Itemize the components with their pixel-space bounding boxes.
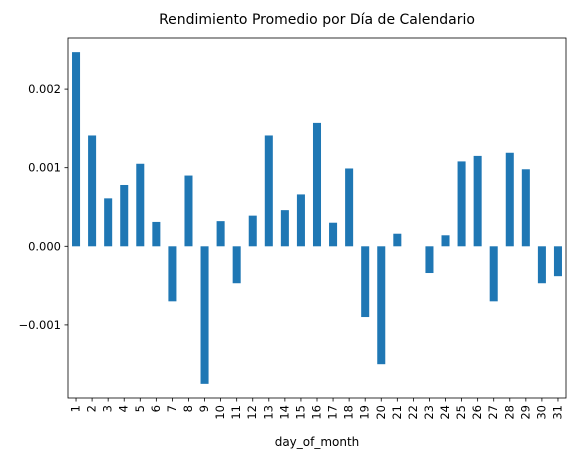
- bar-day-28: [505, 152, 514, 247]
- bar-day-23: [425, 246, 434, 274]
- bar-day-27: [489, 246, 498, 302]
- x-tick-label-27: 27: [486, 405, 500, 420]
- bar-day-14: [280, 210, 289, 247]
- x-tick-label-6: 6: [149, 405, 163, 412]
- x-tick-label-9: 9: [197, 405, 211, 412]
- x-tick-label-17: 17: [326, 405, 340, 420]
- x-tick-label-18: 18: [342, 405, 356, 420]
- x-axis: 1 2 3 4 5 6 7 8 9 10 11 12 13 14 15 16 17 18 19 20 21 22 23 24 2…: [69, 398, 564, 420]
- chart-title: Rendimiento Promedio por Día de Calendar…: [159, 12, 475, 28]
- bar-day-6: [152, 221, 161, 247]
- x-tick-label-14: 14: [277, 405, 291, 420]
- x-tick-label-30: 30: [534, 405, 548, 420]
- x-tick-label-21: 21: [390, 405, 404, 420]
- bar-day-21: [393, 233, 402, 247]
- bar-day-11: [232, 246, 241, 284]
- x-tick-label-4: 4: [117, 405, 131, 412]
- bar-day-1: [72, 52, 81, 247]
- bar-day-4: [120, 184, 129, 247]
- x-tick-label-26: 26: [470, 405, 484, 420]
- bar-day-7: [168, 246, 177, 302]
- x-axis-label: day_of_month: [275, 435, 360, 449]
- y-tick-label: 0.002: [28, 82, 61, 96]
- bar-day-15: [296, 194, 305, 247]
- x-tick-label-20: 20: [374, 405, 388, 420]
- bar-day-26: [473, 155, 482, 247]
- x-tick-label-12: 12: [245, 405, 259, 420]
- x-tick-label-22: 22: [406, 405, 420, 420]
- bar-day-20: [377, 246, 386, 365]
- x-tick-label-24: 24: [438, 405, 452, 420]
- x-tick-label-25: 25: [454, 405, 468, 420]
- x-tick-label-11: 11: [229, 405, 243, 420]
- bar-day-19: [361, 246, 370, 318]
- bar-day-25: [457, 161, 466, 247]
- bar-day-5: [136, 163, 145, 247]
- x-tick-label-3: 3: [101, 405, 115, 412]
- x-tick-label-7: 7: [165, 405, 179, 412]
- bar-day-3: [104, 198, 113, 247]
- x-tick-label-15: 15: [293, 405, 307, 420]
- bar-day-2: [88, 135, 97, 247]
- x-tick-label-13: 13: [261, 405, 275, 420]
- bar-day-13: [264, 135, 273, 247]
- x-tick-label-5: 5: [133, 405, 147, 412]
- bar-day-8: [184, 175, 193, 247]
- x-tick-label-28: 28: [502, 405, 516, 420]
- y-tick-label: 0.000: [28, 239, 61, 253]
- bar-day-31: [553, 246, 562, 277]
- x-tick-label-16: 16: [310, 405, 324, 420]
- x-tick-label-19: 19: [358, 405, 372, 420]
- bar-day-10: [216, 221, 225, 247]
- y-axis: −0.001 0.000 0.001 0.002: [18, 82, 68, 332]
- x-tick-label-31: 31: [550, 405, 564, 420]
- y-tick-label: −0.001: [18, 318, 61, 332]
- bar-day-30: [537, 246, 546, 284]
- x-tick-label-10: 10: [213, 405, 227, 420]
- bar-day-24: [441, 235, 450, 247]
- bar-day-17: [329, 222, 338, 247]
- y-tick-label: 0.001: [28, 161, 61, 175]
- bar-day-16: [312, 122, 322, 247]
- plot-area: [67, 37, 567, 399]
- bar-day-9: [200, 246, 209, 384]
- x-tick-label-8: 8: [181, 405, 195, 412]
- bar-day-18: [345, 168, 354, 247]
- x-tick-label-1: 1: [69, 405, 83, 412]
- bar-day-12: [248, 215, 257, 247]
- x-tick-label-29: 29: [518, 405, 532, 420]
- bar-day-29: [521, 169, 530, 247]
- x-tick-label-23: 23: [422, 405, 436, 420]
- x-tick-label-2: 2: [85, 405, 99, 412]
